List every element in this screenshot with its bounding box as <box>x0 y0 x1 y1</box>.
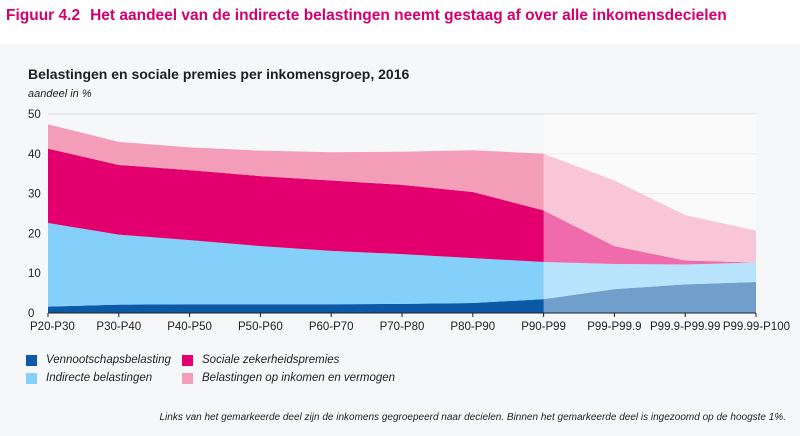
x-tick-label-P99.9-P99.99: P99.9-P99.99 <box>650 321 720 333</box>
y-axis-label: aandeel in % <box>28 88 92 100</box>
legend-item-indirecte-belastingen: Indirecte belastingen <box>26 372 152 384</box>
figure-number: Figuur 4.2 <box>6 7 81 24</box>
legend-label: Indirecte belastingen <box>46 372 153 384</box>
legend-item-belastingen-op-inkomen-en-vermogen: Belastingen op inkomen en vermogen <box>182 372 395 384</box>
highlight-region <box>543 114 756 313</box>
legend-swatch <box>182 372 193 384</box>
chart-title: Belastingen en sociale premies per inkom… <box>28 66 410 82</box>
x-tick-label-P80-P90: P80-P90 <box>450 321 495 333</box>
y-tick-label-40: 40 <box>28 149 41 161</box>
legend-swatch <box>26 354 37 366</box>
area-vennootschapsbelasting <box>48 281 756 313</box>
x-tick-label-P99-P99.9: P99-P99.9 <box>587 321 641 333</box>
x-tick-label-P50-P60: P50-P60 <box>238 321 283 333</box>
y-tick-label-0: 0 <box>28 308 34 320</box>
legend-swatch <box>182 354 193 366</box>
legend-label: Sociale zekerheidspremies <box>202 354 340 366</box>
legend-swatch <box>26 372 37 384</box>
y-tick-label-20: 20 <box>28 228 41 240</box>
chart-footnote: Links van het gemarkeerde deel zijn de i… <box>159 412 786 423</box>
x-tick-label-P20-P30: P20-P30 <box>30 321 75 333</box>
legend-label: Belastingen op inkomen en vermogen <box>202 372 396 384</box>
legend-item-sociale-zekerheidspremies: Sociale zekerheidspremies <box>182 354 339 366</box>
area-indirecte-belastingen <box>48 223 756 307</box>
x-tick-label-P40-P50: P40-P50 <box>167 321 212 333</box>
area-belastingen-op-inkomen-en-vermogen <box>48 124 756 263</box>
x-tick-label-P90-P99: P90-P99 <box>521 321 566 333</box>
y-tick-label-50: 50 <box>28 109 41 121</box>
legend-label: Vennootschapsbelasting <box>46 354 171 366</box>
chart-legend: Vennootschapsbelasting Indirecte belastin… <box>26 354 426 388</box>
area-sociale-zekerheidspremies <box>48 148 756 265</box>
x-tick-label-P30-P40: P30-P40 <box>96 321 141 333</box>
x-tick-label-P60-P70: P60-P70 <box>309 321 354 333</box>
figure-title-text: Het aandeel van de indirecte belastingen… <box>90 7 727 24</box>
legend-item-vennootschapsbelasting: Vennootschapsbelasting <box>26 354 171 366</box>
x-tick-label-P70-P80: P70-P80 <box>380 321 425 333</box>
y-tick-label-10: 10 <box>28 268 41 280</box>
figure-title: Figuur 4.2 Het aandeel van de indirecte b… <box>6 7 727 25</box>
y-tick-label-30: 30 <box>28 189 41 201</box>
x-tick-label-P99.99-P100: P99.99-P100 <box>723 321 790 333</box>
